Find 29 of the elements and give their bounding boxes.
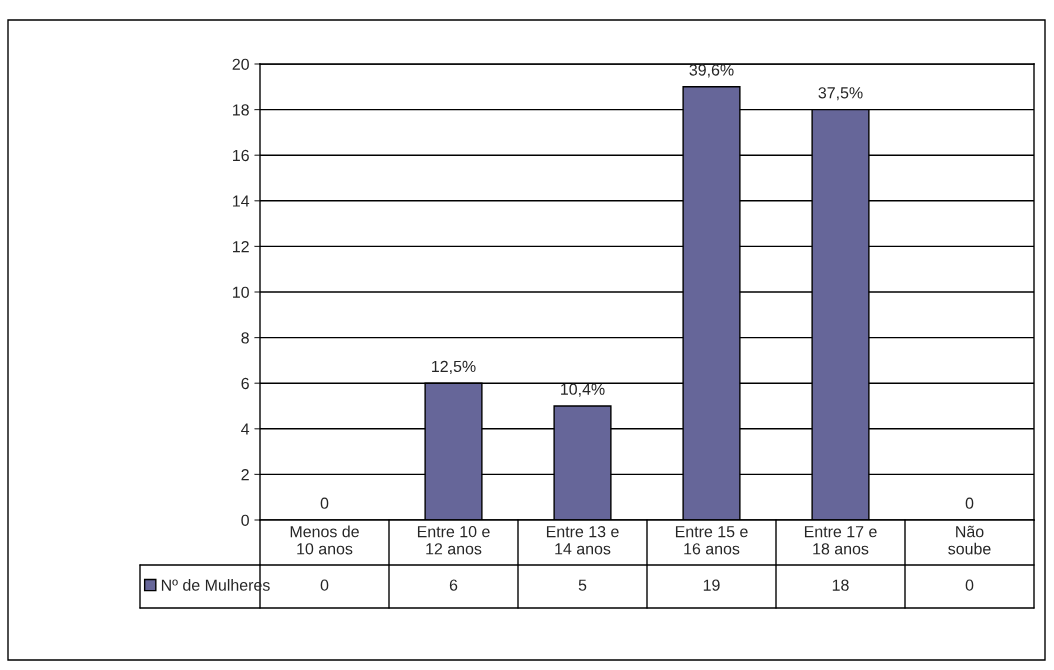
y-tick-label: 20 [232,58,249,70]
data-label: 0 [965,579,974,591]
y-tick-label: 14 [233,195,250,207]
annotation: 10,4% [561,383,605,397]
y-tick-label: 2 [241,469,249,481]
x-tick-label: Entre 17 e 18 anos [804,526,877,555]
data-label: 0 [320,579,329,591]
data-label: 6 [449,579,458,591]
x-tick-label: Entre 15 e 16 anos [675,526,748,555]
annotation: 0 [965,497,974,509]
x-tick-label: Menos de 10 anos [290,525,359,555]
annotation: 39,6% [689,64,734,78]
data-label: 5 [578,579,587,591]
y-tick-label: 8 [241,332,249,344]
x-tick-label: Não soube [948,525,991,555]
x-tick-label: Entre 13 e 14 anos [546,525,619,555]
y-tick-label: 0 [241,514,249,526]
annotation: 12,5% [432,360,476,374]
data-label: 19 [703,579,720,591]
y-tick-label: 6 [241,377,249,390]
y-tick-label: 16 [233,149,249,162]
x-tick-label: Entre 10 e 12 anos [417,525,490,555]
annotation: 0 [320,497,329,509]
data-label: 18 [832,579,849,591]
y-tick-label: 18 [233,104,249,116]
y-tick-label: 12 [233,241,249,253]
y-tick-label: 10 [233,286,249,298]
annotation: 37,5% [818,87,863,101]
y-tick-label: 4 [241,423,250,435]
